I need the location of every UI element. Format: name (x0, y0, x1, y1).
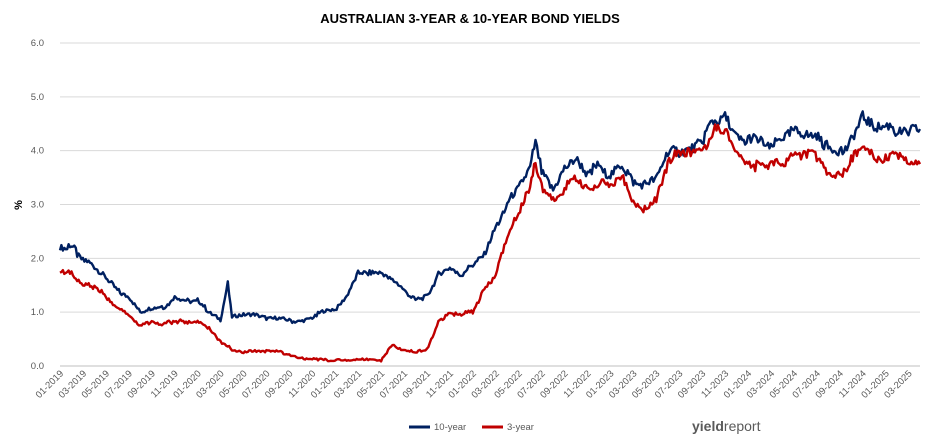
series-line-10-year (58, 110, 922, 325)
legend-label-10-year: 10-year (434, 422, 466, 433)
y-tick-label: 6.0 (31, 38, 44, 49)
gridlines (60, 42, 920, 367)
logo-bold-part: yield (692, 418, 724, 434)
legend: 10-year 3-year (409, 422, 534, 433)
series-lines (58, 110, 922, 363)
y-tick-label: 4.0 (31, 146, 44, 157)
yieldreport-logo: yieldreport (692, 418, 761, 434)
y-tick-label: 5.0 (31, 92, 44, 103)
y-tick-label: 0.0 (31, 361, 44, 372)
logo-light-part: report (724, 418, 761, 434)
y-tick-label: 1.0 (31, 307, 44, 318)
logo-text: yieldreport (692, 418, 761, 434)
series-line-3-year (59, 123, 922, 363)
legend-label-3-year: 3-year (507, 422, 534, 433)
y-axis-label: % (13, 200, 25, 210)
y-tick-label: 3.0 (31, 200, 44, 211)
y-axis-ticks: 0.0 1.0 2.0 3.0 4.0 5.0 6.0 (31, 38, 44, 372)
y-tick-label: 2.0 (31, 253, 44, 264)
x-axis-ticks: 01-201903-201905-201907-201909-201911-20… (34, 368, 915, 400)
chart-title: AUSTRALIAN 3-YEAR & 10-YEAR BOND YIELDS (320, 11, 620, 26)
